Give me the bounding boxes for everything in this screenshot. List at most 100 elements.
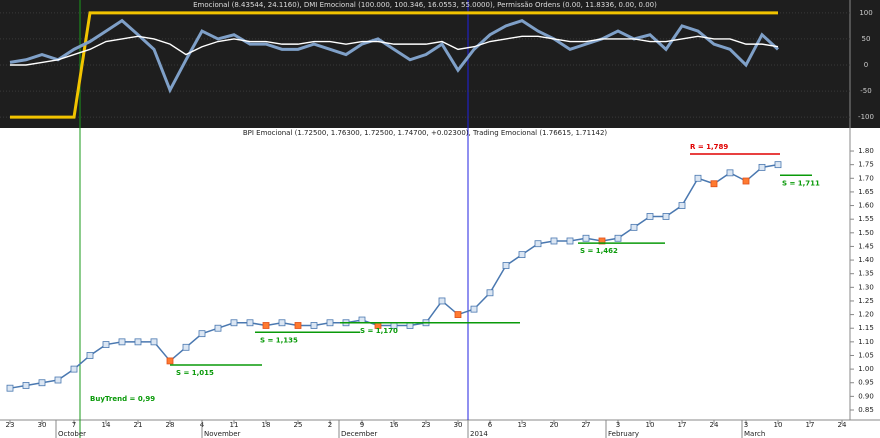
candle bbox=[726, 169, 734, 177]
month-label: March bbox=[744, 430, 765, 438]
x-tick-label: 14 bbox=[102, 421, 111, 429]
y-tick-label: 0.85 bbox=[858, 406, 874, 414]
candle bbox=[262, 322, 270, 329]
candle bbox=[502, 262, 510, 269]
x-tick-label: 27 bbox=[582, 421, 591, 429]
candle bbox=[310, 322, 318, 329]
candle bbox=[182, 343, 190, 351]
candle bbox=[166, 357, 174, 365]
month-label: October bbox=[58, 430, 86, 438]
candle bbox=[22, 382, 30, 389]
candle bbox=[70, 365, 78, 373]
bottom-panel bbox=[0, 128, 880, 438]
x-tick-label: 10 bbox=[646, 421, 655, 429]
candle bbox=[134, 338, 142, 346]
candle bbox=[438, 297, 446, 305]
y-tick-label: 0 bbox=[864, 61, 868, 69]
candle bbox=[326, 319, 334, 327]
candle bbox=[470, 305, 478, 313]
candle bbox=[694, 174, 702, 182]
line-series bbox=[9, 18, 780, 94]
candle bbox=[758, 163, 766, 171]
x-tick-label: 7 bbox=[72, 421, 76, 429]
candle bbox=[54, 376, 62, 384]
panel-title: Emocional (8.43544, 24.1160), DMI Emocio… bbox=[193, 1, 657, 9]
y-tick-label: 1.30 bbox=[858, 283, 874, 291]
candle bbox=[550, 237, 558, 245]
y-tick-label: 1.55 bbox=[858, 215, 874, 223]
candle bbox=[86, 352, 94, 359]
candle bbox=[198, 330, 206, 338]
annotation: S = 1,170 bbox=[360, 327, 398, 335]
y-tick-label: 1.65 bbox=[858, 188, 874, 196]
y-tick-label: 1.45 bbox=[858, 242, 874, 250]
y-tick-label: 1.40 bbox=[858, 256, 874, 264]
candle bbox=[534, 240, 542, 248]
x-tick-label: 17 bbox=[806, 421, 815, 429]
x-tick-label: 3 bbox=[616, 421, 620, 429]
y-tick-label: 1.75 bbox=[858, 161, 874, 169]
y-tick-label: 0.95 bbox=[858, 379, 874, 387]
y-tick-label: 0.90 bbox=[858, 392, 874, 400]
x-tick-label: 3 bbox=[744, 421, 748, 429]
y-tick-label: 1.80 bbox=[858, 147, 874, 155]
y-tick-label: 1.35 bbox=[858, 270, 874, 278]
y-tick-label: 1.50 bbox=[858, 229, 874, 237]
candle bbox=[246, 319, 254, 327]
annotation: BuyTrend = 0,99 bbox=[90, 395, 155, 403]
x-tick-label: 24 bbox=[838, 421, 847, 429]
line-series bbox=[10, 11, 778, 119]
candle bbox=[150, 338, 158, 346]
x-tick-label: 24 bbox=[710, 421, 719, 429]
x-tick-label: 23 bbox=[6, 421, 15, 429]
candle bbox=[710, 180, 718, 188]
x-tick-label: 30 bbox=[454, 421, 463, 429]
annotation: S = 1,135 bbox=[260, 336, 298, 344]
y-tick-label: 100 bbox=[859, 9, 872, 17]
line-series bbox=[10, 35, 779, 66]
candle bbox=[486, 289, 494, 297]
x-tick-label: 10 bbox=[774, 421, 783, 429]
y-tick-label: 1.05 bbox=[858, 351, 874, 359]
candle bbox=[38, 379, 46, 387]
x-tick-label: 23 bbox=[422, 421, 431, 429]
candle bbox=[774, 161, 782, 169]
y-tick-label: 1.00 bbox=[858, 365, 874, 373]
y-tick-label: 1.25 bbox=[858, 297, 874, 305]
candle bbox=[518, 251, 526, 259]
candle bbox=[294, 322, 302, 329]
annotation: S = 1,711 bbox=[782, 179, 820, 187]
y-tick-label: 1.15 bbox=[858, 324, 874, 332]
annotation: R = 1,789 bbox=[690, 143, 728, 151]
candle bbox=[598, 237, 606, 245]
top-panel bbox=[0, 0, 880, 128]
x-tick-label: 13 bbox=[518, 421, 527, 429]
candle bbox=[6, 384, 14, 392]
candle bbox=[118, 338, 126, 346]
candle bbox=[566, 237, 574, 245]
month-label: February bbox=[608, 430, 639, 438]
y-tick-label: 1.70 bbox=[858, 174, 874, 182]
x-tick-label: 28 bbox=[166, 421, 175, 429]
candle bbox=[214, 324, 222, 332]
candle bbox=[230, 319, 238, 327]
panel-title: BPI Emocional (1.72500, 1.76300, 1.72500… bbox=[243, 129, 608, 137]
month-label: 2014 bbox=[470, 430, 488, 438]
x-tick-label: 18 bbox=[262, 421, 271, 429]
y-tick-label: -100 bbox=[858, 113, 874, 121]
month-label: December bbox=[341, 430, 377, 438]
candle bbox=[662, 213, 670, 220]
y-tick-label: -50 bbox=[860, 87, 871, 95]
candle bbox=[102, 341, 110, 348]
candle bbox=[278, 319, 286, 327]
y-tick-label: 1.10 bbox=[858, 338, 874, 346]
x-tick-label: 17 bbox=[678, 421, 687, 429]
x-tick-label: 6 bbox=[488, 421, 493, 429]
y-tick-label: 1.20 bbox=[858, 311, 874, 319]
x-tick-label: 20 bbox=[550, 421, 559, 429]
candle bbox=[742, 177, 750, 185]
candle bbox=[614, 234, 622, 242]
month-label: November bbox=[204, 430, 241, 438]
candle bbox=[454, 311, 462, 318]
